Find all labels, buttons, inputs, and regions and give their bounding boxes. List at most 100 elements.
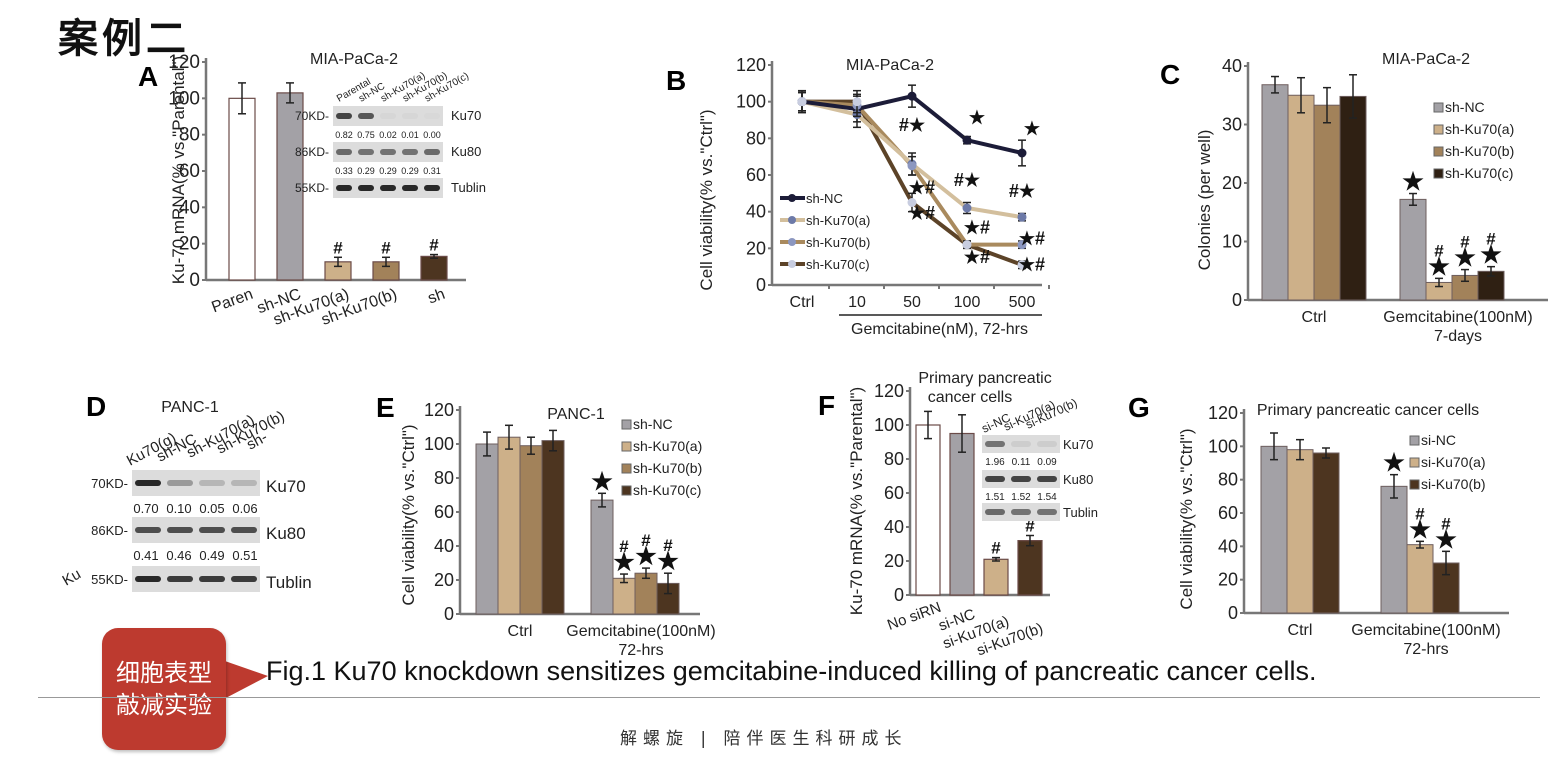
blot-quant: 0.10: [166, 501, 191, 516]
blot-protein-label: Ku70: [266, 477, 306, 496]
y-tick-label: 120: [874, 381, 904, 401]
chart-title: MIA-PaCa-2: [1382, 51, 1470, 68]
blot-f-ku70-band: [1011, 441, 1031, 447]
x-tick-label: 72-hrs: [618, 642, 663, 659]
x-tick-label: Paren: [209, 286, 255, 317]
blot-a-tublin-band: [402, 185, 418, 191]
y-tick-label: 60: [884, 483, 904, 503]
panel-label-g: G: [1128, 392, 1150, 423]
blot-d-tublin-band: [135, 576, 161, 582]
significance-hash: #: [619, 537, 629, 556]
blot-quant: 0.05: [199, 501, 224, 516]
chart-b-plot: MIA-PaCa-2 Cell viability(% vs."Ctrl") 0 20…: [697, 55, 1050, 338]
blot-quant: 0.41: [133, 548, 158, 563]
blot-a-ku70-band: [402, 113, 418, 119]
bar: [541, 440, 565, 615]
legend-label: sh-Ku70(b): [633, 460, 702, 476]
y-tick-label: 100: [168, 88, 200, 109]
legend-label: sh-Ku70(b): [1445, 143, 1514, 159]
blot-f-ku80-band: [985, 476, 1005, 482]
blot-a-ku80-band: [424, 149, 440, 155]
chart-f-plot: Primary pancreatic cancer cells Ku-70 mRNA…: [847, 370, 1098, 659]
panel-label-e: E: [376, 392, 395, 423]
significance-hash: #: [663, 536, 673, 555]
blot-protein-label: Tublin: [266, 573, 312, 592]
panel-b: B MIA-PaCa-2 Cell viability(% vs."Ctrl") 0…: [666, 55, 1050, 338]
legend-label: sh-Ku70(a): [1445, 121, 1514, 137]
significance-star: ★: [1409, 516, 1431, 543]
x-tick-label: 7-days: [1434, 328, 1482, 345]
blot-d-ku70-band: [167, 480, 193, 486]
legend-swatch: [1433, 102, 1444, 113]
legend-swatch: [621, 419, 632, 430]
blot-quant: 0.29: [401, 166, 419, 176]
significance-mark: ★#: [1019, 254, 1045, 274]
blot-quant: 0.02: [379, 130, 397, 140]
data-point: [962, 135, 972, 145]
y-axis-label: Ku-70 mRNA(% vs."Parental"): [169, 56, 188, 284]
significance-hash: #: [1434, 241, 1444, 260]
blot-quant: 0.29: [379, 166, 397, 176]
x-tick-label: 100: [954, 294, 981, 311]
data-point: [962, 240, 972, 250]
significance-mark: ★#: [1019, 229, 1045, 249]
blot-protein-label: Ku80: [1063, 472, 1093, 487]
legend-label: sh-Ku70(b): [806, 235, 870, 250]
legend-label: sh-Ku70(a): [806, 213, 870, 228]
panel-label-d: D: [86, 391, 106, 422]
y-tick-label: 80: [1218, 470, 1238, 490]
y-tick-label: 100: [1208, 436, 1238, 456]
significance-mark: ★: [1024, 119, 1041, 139]
blot-a-tublin-band: [358, 185, 374, 191]
significance-hash: #: [1460, 233, 1470, 252]
blot-quant: 0.33: [335, 166, 353, 176]
blot-quant: 1.54: [1037, 492, 1057, 503]
y-tick-label: 60: [434, 502, 454, 522]
blot-quant: 0.82: [335, 130, 353, 140]
significance-star: ★: [1454, 245, 1476, 272]
blot-a-ku70-band: [336, 113, 352, 119]
bar: [1261, 84, 1289, 301]
case-title: 案例二: [58, 15, 190, 62]
blot-d-ku80-band: [167, 527, 193, 533]
significance-hash: #: [991, 539, 1001, 558]
legend-marker: [788, 238, 796, 246]
bar: [1286, 449, 1314, 614]
x-tick-label: Ctrl: [1302, 309, 1327, 326]
significance-star: ★: [613, 549, 635, 576]
significance-star: ★: [1428, 253, 1450, 280]
significance-mark: ★#: [909, 203, 935, 223]
panel-e: E Cell viability(% vs."Ctrl") 0 20 40 60 80 10…: [376, 392, 716, 659]
blot-quant: 0.70: [133, 501, 158, 516]
blot-marker: 55KD-: [295, 181, 329, 195]
legend-swatch: [621, 463, 632, 474]
blot-a-tublin-band: [424, 185, 440, 191]
y-tick-label: 10: [1222, 232, 1242, 252]
bar: [590, 499, 614, 615]
y-tick-label: 0: [189, 270, 200, 291]
y-tick-label: 20: [434, 570, 454, 590]
blot-quant: 1.52: [1011, 492, 1031, 503]
blot-d-ku80-band: [199, 527, 225, 533]
y-tick-label: 80: [434, 468, 454, 488]
significance-mark: ★: [969, 108, 986, 128]
y-tick-label: 0: [444, 604, 454, 624]
y-tick-label: 60: [1218, 503, 1238, 523]
legend-swatch: [1409, 457, 1420, 468]
blot-f-ku80-band: [1011, 476, 1031, 482]
bar: [634, 572, 658, 615]
significance-hash: #: [381, 238, 391, 257]
legend-label: sh-NC: [1445, 99, 1485, 115]
bar: [983, 558, 1009, 596]
bar: [915, 424, 941, 596]
y-axis-label: Cell viability(% vs."Ctrl"): [1177, 428, 1196, 609]
chart-title: MIA-PaCa-2: [310, 51, 398, 68]
x-axis-label: Gemcitabine(nM), 72-hrs: [851, 321, 1028, 338]
footer-text: 解螺旋 | 陪伴医生科研成长: [620, 729, 908, 749]
blot-marker: 86KD-: [295, 145, 329, 159]
legend-swatch: [621, 441, 632, 452]
callout-bubble: 细胞表型 敲减实验: [102, 628, 226, 750]
significance-hash: #: [333, 238, 343, 257]
blot-quant: 0.46: [166, 548, 191, 563]
significance-mark: #★: [954, 170, 981, 190]
